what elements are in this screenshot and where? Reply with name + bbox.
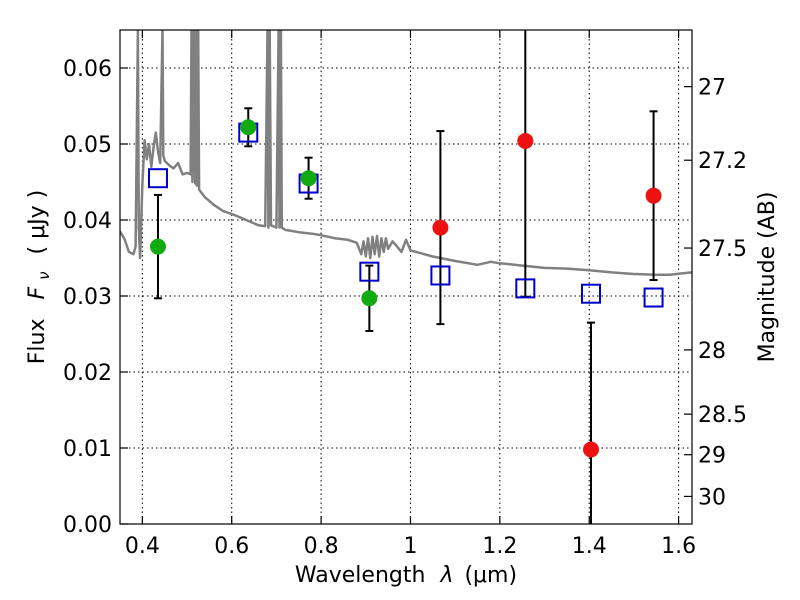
x-tick-label: 0.8 (304, 534, 339, 559)
x-axis-label: Wavelength (295, 563, 426, 588)
observed-point (149, 238, 166, 255)
y-tick-label: 0.04 (63, 209, 112, 234)
model-spectrum-line (120, 30, 692, 276)
observed-point (300, 170, 317, 187)
model-photometry-point (581, 283, 602, 304)
y-axis-symbol-subscript: ν (35, 271, 53, 279)
x-tick-label: 1.2 (482, 534, 517, 559)
right-axis-title: Magnitude (AB) (755, 192, 780, 363)
right-axis-tick-label: 28.5 (698, 403, 747, 428)
x-tick-label: 1.6 (661, 534, 696, 559)
y-tick-label: 0.03 (63, 285, 112, 310)
y-tick-label: 0.06 (63, 57, 112, 82)
y-axis-title: Flux F ν ( μJy ) (25, 190, 55, 364)
observed-points-layer (149, 119, 662, 458)
model-photometry-point (643, 287, 664, 308)
y-tick-label: 0.00 (63, 513, 112, 538)
right-axis-tick-label: 27.2 (698, 149, 747, 174)
x-axis-title: Wavelength λ (μm) (295, 563, 517, 588)
spectrum-layer (120, 30, 692, 276)
model-photometry-point (515, 278, 536, 299)
model-photometry-point (359, 261, 380, 282)
x-axis-unit: (μm) (464, 563, 517, 588)
right-axis-tick-label: 28 (698, 339, 726, 364)
x-tick-label: 1.4 (572, 534, 607, 559)
x-tick-label: 1 (403, 534, 417, 559)
model-photometry-point (430, 265, 451, 286)
right-axis-tick-label: 27.5 (698, 237, 747, 262)
errorbar-layer (153, 30, 658, 524)
plot-frame (119, 29, 693, 525)
x-axis-symbol: λ (439, 563, 453, 588)
right-axis-tick-label: 30 (698, 485, 726, 510)
right-axis-tick-label: 27 (698, 76, 726, 101)
right-axis-tick-label: 29 (698, 444, 726, 469)
observed-point (361, 290, 378, 307)
model-photometry-layer (147, 122, 664, 308)
y-tick-label: 0.02 (63, 361, 112, 386)
y-tick-label: 0.01 (63, 437, 112, 462)
x-tick-label: 0.4 (125, 534, 160, 559)
x-tick-label: 0.6 (214, 534, 249, 559)
observed-point (583, 441, 600, 458)
observed-point (517, 132, 534, 149)
y-tick-label: 0.05 (63, 133, 112, 158)
y-axis-symbol: F (25, 286, 50, 299)
observed-point (240, 119, 257, 136)
y-axis-label: Flux (25, 318, 50, 364)
grid-layer (120, 30, 692, 525)
observed-point (645, 187, 662, 204)
model-photometry-point (147, 168, 168, 189)
observed-point (432, 219, 449, 236)
y-axis-unit: ( μJy ) (25, 190, 50, 255)
tick-layer: 0.4 0.6 0.8 1 1.2 1.4 1.6 0.00 0.01 0.02 0.03 0.04 0… (63, 30, 747, 559)
